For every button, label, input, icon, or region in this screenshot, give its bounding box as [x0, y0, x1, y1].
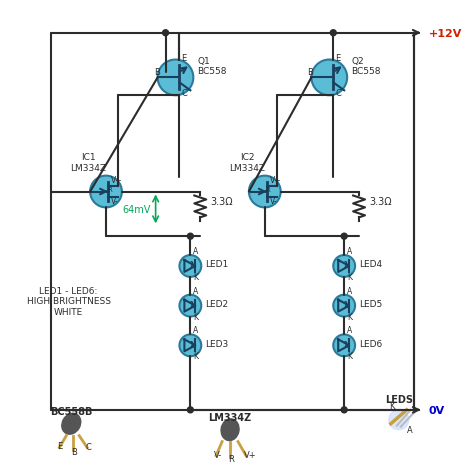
- Circle shape: [333, 295, 355, 317]
- Text: LED1 - LED6:
HIGH BRIGHTNESS
WHITE: LED1 - LED6: HIGH BRIGHTNESS WHITE: [27, 286, 110, 316]
- Text: C: C: [85, 442, 91, 450]
- Circle shape: [389, 410, 409, 430]
- Text: LED3: LED3: [205, 339, 228, 348]
- Text: V-: V-: [214, 450, 222, 459]
- Circle shape: [330, 31, 336, 37]
- Text: LED2: LED2: [205, 300, 228, 308]
- Text: IC2
LM334Z: IC2 LM334Z: [229, 153, 265, 172]
- Circle shape: [158, 60, 193, 96]
- Text: K: K: [193, 272, 198, 281]
- Text: V+: V+: [111, 175, 123, 184]
- Text: B: B: [308, 68, 313, 77]
- Text: LEDS: LEDS: [385, 394, 413, 404]
- Circle shape: [333, 256, 355, 277]
- Circle shape: [187, 234, 193, 240]
- Text: A: A: [347, 246, 352, 256]
- Text: 3.3Ω: 3.3Ω: [369, 197, 392, 207]
- Circle shape: [163, 31, 169, 37]
- Text: 0V: 0V: [428, 405, 445, 415]
- Text: A: A: [193, 326, 199, 335]
- Text: V+: V+: [270, 175, 282, 184]
- Text: E: E: [335, 53, 340, 63]
- Circle shape: [180, 335, 201, 357]
- Text: λ: λ: [344, 340, 349, 349]
- Circle shape: [341, 234, 347, 240]
- Text: A: A: [407, 425, 412, 434]
- Text: A: A: [347, 326, 352, 335]
- Text: R: R: [107, 186, 112, 192]
- Text: 3.3Ω: 3.3Ω: [210, 197, 233, 207]
- Text: λ: λ: [190, 261, 195, 270]
- Ellipse shape: [62, 413, 81, 434]
- Text: K: K: [347, 272, 352, 281]
- Circle shape: [311, 60, 347, 96]
- Circle shape: [249, 176, 281, 208]
- Text: E: E: [57, 441, 63, 450]
- Ellipse shape: [221, 419, 239, 441]
- Text: K: K: [193, 351, 198, 361]
- Text: λ: λ: [190, 340, 195, 349]
- Text: λ: λ: [190, 300, 195, 309]
- Text: E: E: [182, 53, 187, 63]
- Text: BC558B: BC558B: [50, 406, 92, 416]
- Text: A: A: [193, 286, 199, 295]
- Text: Q1
BC558: Q1 BC558: [197, 56, 227, 76]
- Text: 64mV: 64mV: [122, 205, 151, 215]
- Circle shape: [341, 407, 347, 413]
- Text: IC1
LM334Z: IC1 LM334Z: [70, 153, 106, 172]
- Circle shape: [90, 176, 122, 208]
- Text: λ: λ: [344, 300, 349, 309]
- Text: B: B: [71, 446, 77, 456]
- Circle shape: [333, 335, 355, 357]
- Text: +12V: +12V: [428, 29, 462, 38]
- Text: LED5: LED5: [359, 300, 383, 308]
- Text: R: R: [266, 186, 271, 192]
- Text: B: B: [154, 68, 160, 77]
- Text: V-: V-: [111, 197, 118, 206]
- Circle shape: [180, 256, 201, 277]
- Text: LED1: LED1: [205, 260, 228, 269]
- Text: V+: V+: [244, 450, 256, 459]
- Text: K: K: [347, 312, 352, 321]
- Text: Q2
BC558: Q2 BC558: [351, 56, 381, 76]
- Text: C: C: [335, 89, 341, 98]
- Text: LED4: LED4: [359, 260, 382, 269]
- Text: A: A: [193, 246, 199, 256]
- Text: K: K: [193, 312, 198, 321]
- Text: C: C: [182, 89, 187, 98]
- Text: K: K: [347, 351, 352, 361]
- Circle shape: [180, 295, 201, 317]
- Text: A: A: [347, 286, 352, 295]
- Text: LED6: LED6: [359, 339, 383, 348]
- Text: LM334Z: LM334Z: [209, 412, 252, 422]
- Circle shape: [187, 407, 193, 413]
- Text: K: K: [389, 401, 394, 410]
- Text: λ: λ: [344, 261, 349, 270]
- Text: V-: V-: [270, 197, 277, 206]
- Text: R: R: [228, 455, 234, 463]
